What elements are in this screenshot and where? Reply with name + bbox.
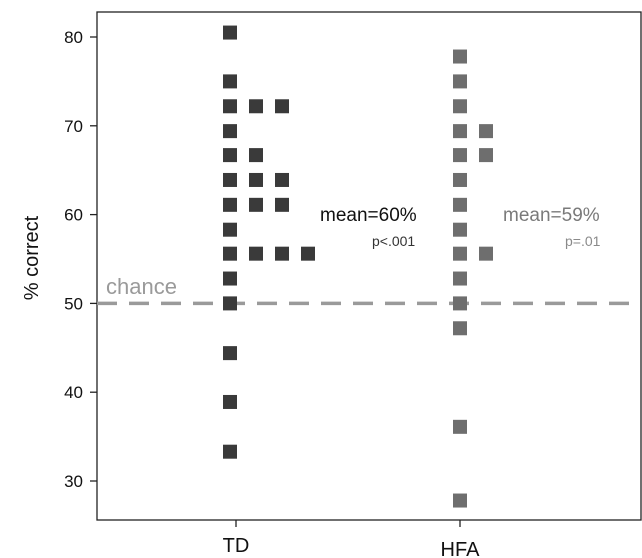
- hfa-data-point: [453, 148, 467, 163]
- td-data-point: [223, 148, 237, 163]
- td-data-point: [223, 346, 237, 361]
- td-data-point: [249, 99, 263, 114]
- td-data-point: [223, 99, 237, 114]
- td-data-point: [249, 246, 263, 261]
- hfa-data-point: [453, 246, 467, 261]
- hfa-data-point: [453, 419, 467, 434]
- td-data-point: [249, 172, 263, 187]
- hfa-mean-annotation: mean=59%: [503, 205, 600, 226]
- td-data-point: [275, 99, 289, 114]
- td-data-point: [275, 197, 289, 212]
- td-data-point: [249, 197, 263, 212]
- td-data-point: [301, 246, 315, 261]
- y-tick-label: 60: [64, 206, 83, 225]
- td-data-point: [223, 172, 237, 187]
- y-tick-label: 30: [64, 472, 83, 491]
- y-axis-label: % correct: [21, 215, 43, 300]
- x-category-label-td: TD: [223, 535, 250, 557]
- hfa-data-point: [479, 124, 493, 139]
- hfa-data-point: [453, 197, 467, 212]
- hfa-data-point: [453, 493, 467, 508]
- hfa-data-point: [453, 49, 467, 64]
- td-data-point: [223, 197, 237, 212]
- x-axis: [235, 520, 461, 527]
- y-tick-label: 50: [64, 294, 83, 313]
- td-data-point: [223, 296, 237, 311]
- td-data-point: [223, 74, 237, 89]
- td-data-point: [275, 246, 289, 261]
- y-tick-label: 70: [64, 117, 83, 136]
- hfa-data-point: [453, 124, 467, 139]
- hfa-pvalue-annotation: p=.01: [565, 233, 601, 249]
- td-data-point: [223, 444, 237, 459]
- td-data-point: [249, 148, 263, 163]
- y-tick-label: 80: [64, 28, 83, 47]
- hfa-data-point: [453, 74, 467, 89]
- td-data-point: [223, 271, 237, 286]
- y-axis: 30 40 50 60 70 80: [64, 28, 97, 491]
- hfa-data-point: [453, 321, 467, 336]
- hfa-data-point: [453, 271, 467, 286]
- hfa-data-point: [453, 99, 467, 114]
- hfa-data-point: [453, 172, 467, 187]
- data-points: [223, 25, 493, 508]
- td-data-point: [223, 222, 237, 237]
- hfa-data-point: [479, 246, 493, 261]
- hfa-data-point: [453, 222, 467, 237]
- td-data-point: [223, 246, 237, 261]
- td-mean-annotation: mean=60%: [320, 205, 417, 226]
- td-data-point: [223, 394, 237, 409]
- hfa-data-point: [479, 148, 493, 163]
- td-data-point: [223, 124, 237, 139]
- x-category-label-hfa: HFA: [441, 539, 481, 558]
- hfa-data-point: [453, 296, 467, 311]
- plot-frame: [96, 11, 642, 521]
- td-data-point: [223, 25, 237, 40]
- td-pvalue-annotation: p<.001: [372, 233, 415, 249]
- td-data-point: [275, 172, 289, 187]
- y-tick-label: 40: [64, 383, 83, 402]
- chance-label: chance: [106, 274, 177, 299]
